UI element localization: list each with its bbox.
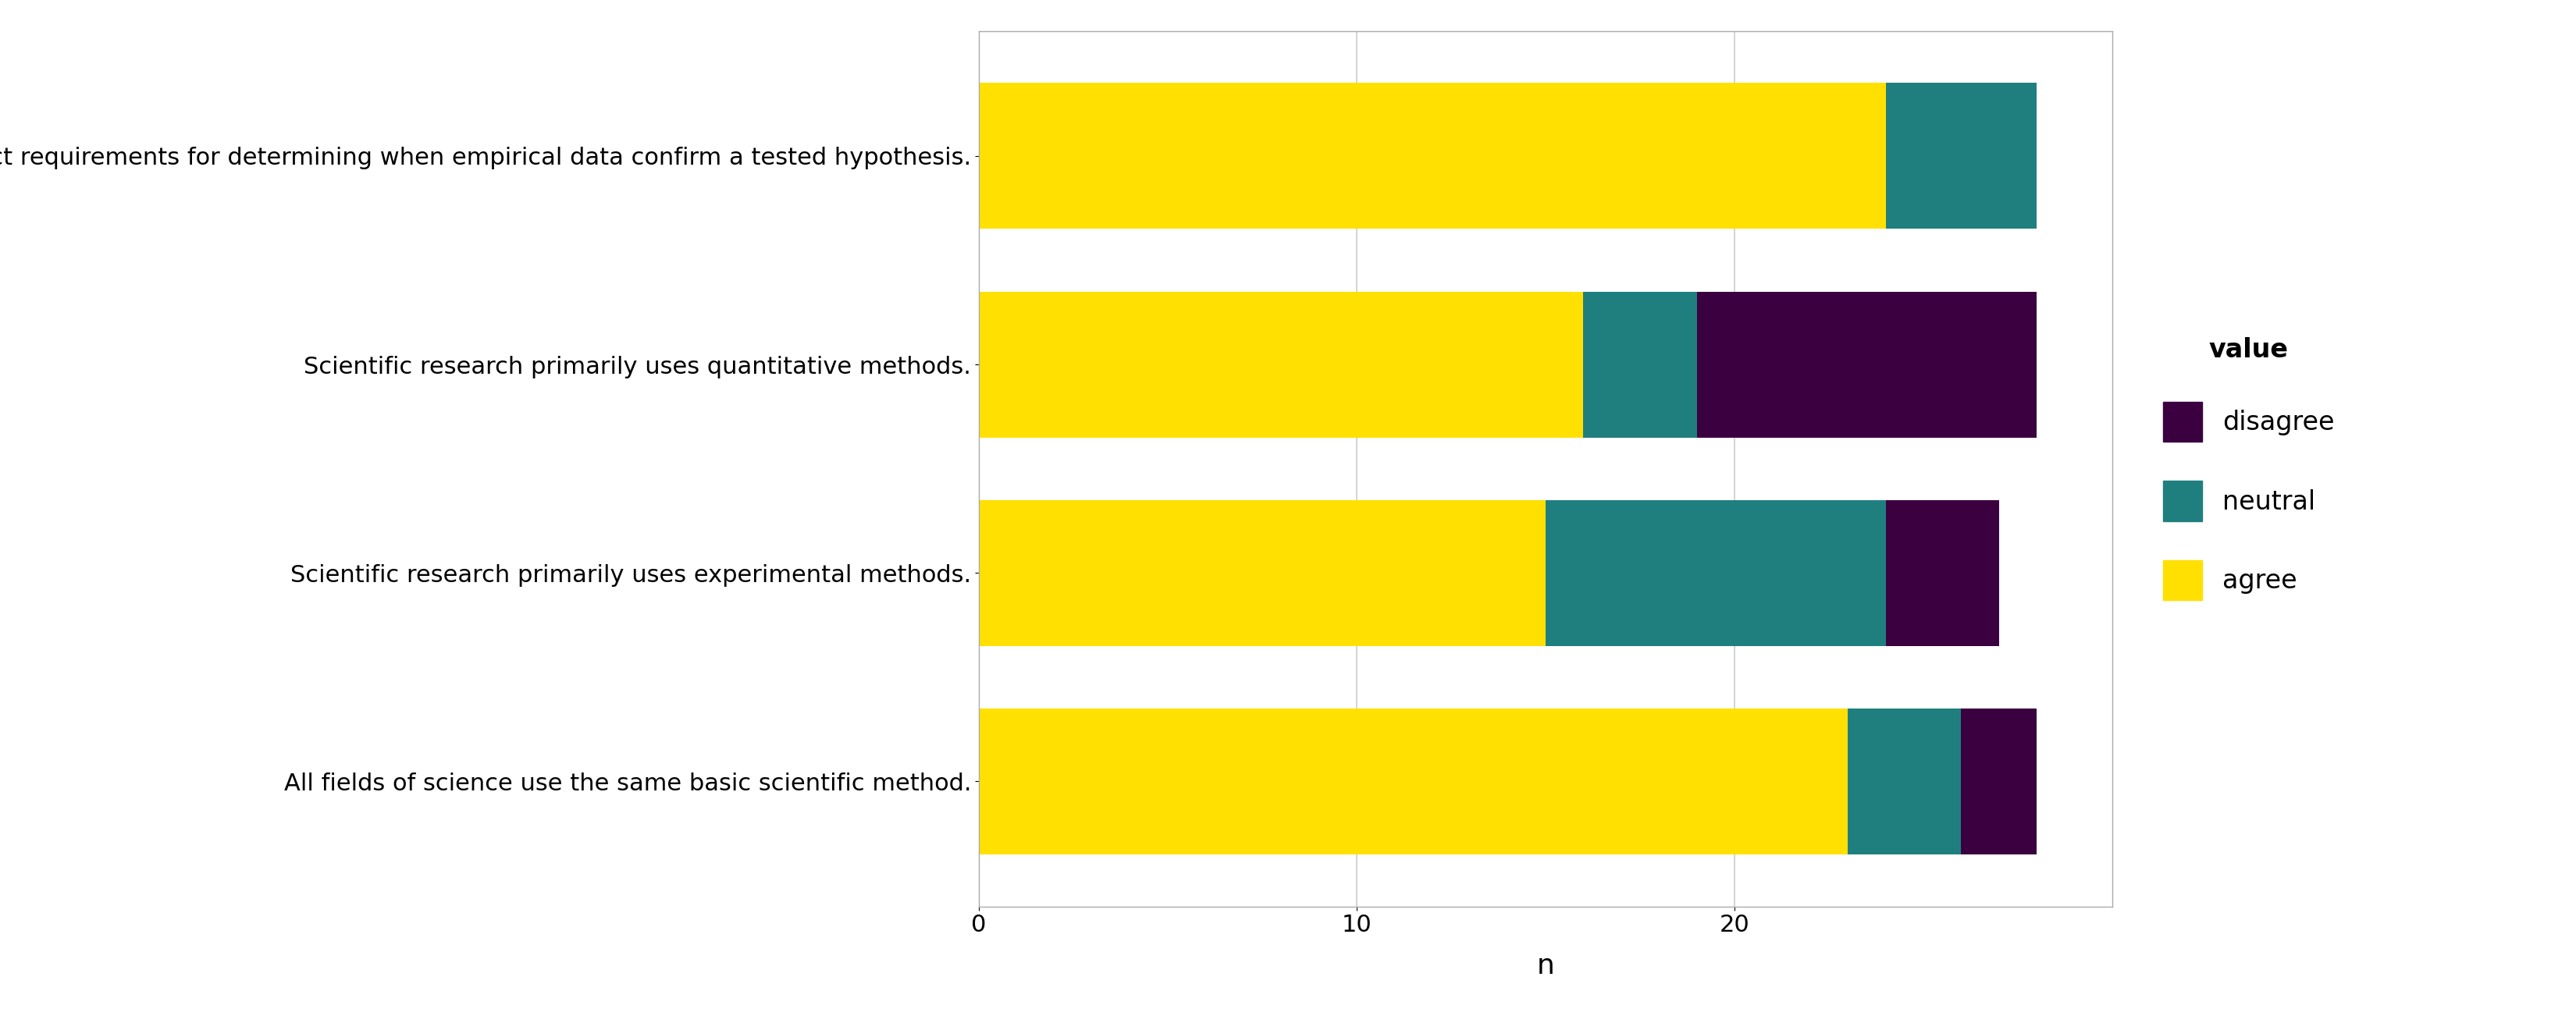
Bar <box>1584 291 1698 438</box>
Bar <box>1960 709 2038 854</box>
Bar <box>1847 709 1960 854</box>
Bar <box>1546 500 1886 646</box>
Bar <box>979 291 1584 438</box>
Bar <box>979 500 1546 646</box>
Bar <box>979 709 1847 854</box>
Bar <box>1698 291 2038 438</box>
X-axis label: n: n <box>1538 953 1553 980</box>
Legend: disagree, neutral, agree: disagree, neutral, agree <box>2136 311 2360 626</box>
Bar <box>1886 83 2038 229</box>
Bar <box>1886 500 1999 646</box>
Bar <box>979 83 1886 229</box>
